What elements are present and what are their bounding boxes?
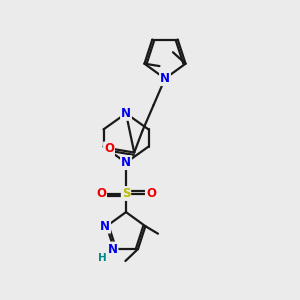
Text: O: O — [146, 187, 156, 200]
Text: H: H — [98, 253, 107, 263]
Text: O: O — [96, 187, 106, 200]
Text: N: N — [100, 220, 110, 233]
Text: N: N — [121, 156, 131, 169]
Text: N: N — [107, 242, 118, 256]
Text: N: N — [121, 107, 131, 120]
Text: N: N — [160, 72, 170, 85]
Text: S: S — [122, 187, 130, 200]
Text: O: O — [104, 142, 114, 155]
